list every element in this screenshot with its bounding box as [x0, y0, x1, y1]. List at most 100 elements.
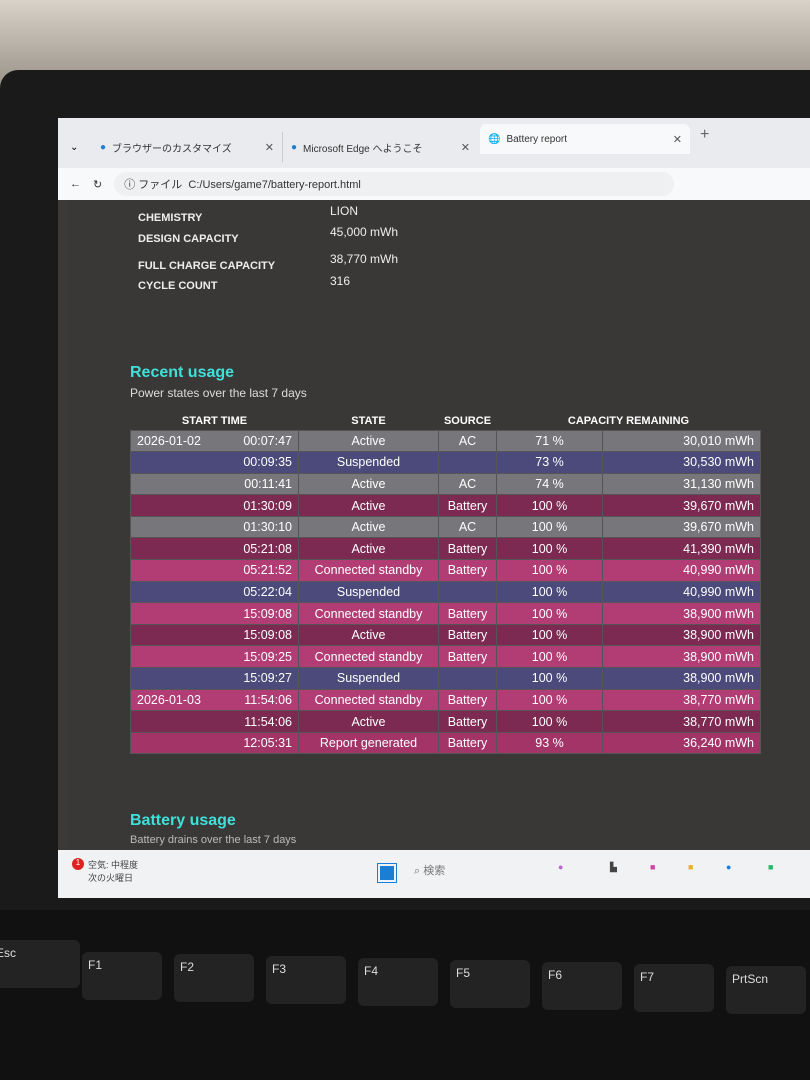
source-cell	[438, 451, 497, 474]
source-cell: Battery	[438, 602, 497, 625]
battery-report-page: CHEMISTRY LION DESIGN CAPACITY 45,000 mW…	[68, 200, 810, 850]
edge-icon[interactable]: ●	[726, 862, 732, 872]
store-icon[interactable]: ■	[768, 862, 774, 872]
table-row: 05:21:08 Active Battery 100 % 41,390 mWh	[130, 537, 761, 561]
percent-cell: 93 %	[496, 731, 603, 755]
start-time-cell: 15:09:08	[130, 602, 299, 625]
recent-usage-table: START TIME STATE SOURCE CAPACITY REMAINI…	[130, 412, 761, 755]
source-cell: Battery	[438, 731, 497, 755]
info-label: CYCLE COUNT	[138, 280, 218, 292]
start-time-cell: 12:05:31	[130, 731, 299, 755]
state-cell: Active	[298, 537, 439, 561]
state-cell: Active	[298, 623, 439, 647]
start-time-cell: 05:22:04	[130, 580, 299, 604]
source-cell: Battery	[438, 688, 497, 712]
state-cell: Active	[298, 429, 439, 453]
info-label: CHEMISTRY	[138, 212, 203, 224]
windows-start-icon[interactable]	[377, 863, 397, 883]
percent-cell: 100 %	[496, 602, 603, 625]
refresh-icon[interactable]: ↻	[93, 178, 103, 191]
key-f7[interactable]: F7	[634, 964, 714, 1012]
state-cell: Active	[298, 494, 439, 517]
task-view-icon[interactable]: ▙	[610, 862, 617, 872]
table-row: 00:09:35 Suspended 73 % 30,530 mWh	[130, 451, 761, 474]
table-row: 2026-01-03 11:54:06 Connected standby Bat…	[130, 688, 761, 712]
mwh-cell: 38,770 mWh	[602, 710, 761, 733]
tab-list-chevron-icon[interactable]: ⌄	[70, 142, 79, 153]
info-value: 38,770 mWh	[330, 252, 399, 266]
mwh-cell: 30,010 mWh	[602, 429, 761, 453]
key-f5[interactable]: F5	[450, 960, 530, 1008]
info-label: DESIGN CAPACITY	[138, 233, 239, 245]
key-f3[interactable]: F3	[266, 956, 346, 1004]
back-icon[interactable]: ←	[70, 178, 81, 190]
edge-icon: ●	[291, 141, 298, 153]
key-f6[interactable]: F6	[542, 962, 622, 1010]
copilot-icon[interactable]: ●	[558, 862, 564, 872]
source-cell: Battery	[438, 494, 497, 517]
new-tab-icon[interactable]: +	[700, 126, 710, 143]
mwh-cell: 30,530 mWh	[602, 451, 761, 474]
table-row: 15:09:08 Active Battery 100 % 38,900 mWh	[130, 623, 761, 647]
percent-cell: 100 %	[496, 667, 603, 690]
key-f1[interactable]: F1	[82, 952, 162, 1000]
mwh-cell: 36,240 mWh	[602, 731, 761, 755]
start-time-cell: 15:09:25	[130, 645, 299, 669]
percent-cell: 100 %	[496, 688, 603, 712]
edge-icon: ●	[100, 141, 107, 153]
start-time-cell: 15:09:27	[130, 667, 299, 690]
close-icon[interactable]: ✕	[460, 141, 470, 154]
percent-cell: 100 %	[496, 537, 603, 561]
table-row: 2026-01-02 00:07:47 Active AC 71 % 30,010…	[130, 429, 761, 453]
table-row: 15:09:08 Connected standby Battery 100 %…	[130, 602, 761, 625]
source-cell	[438, 580, 497, 604]
table-row: 15:09:27 Suspended 100 % 38,900 mWh	[130, 667, 761, 690]
source-cell: AC	[438, 515, 497, 539]
tab-battery-report[interactable]: 🌐 Battery report ✕	[480, 124, 690, 154]
key-esc[interactable]: Esc	[0, 940, 80, 988]
state-cell: Suspended	[298, 667, 439, 690]
source-cell: Battery	[438, 645, 497, 669]
search-box[interactable]: ⌕ 検索	[414, 865, 446, 877]
source-cell: AC	[438, 472, 497, 496]
close-icon[interactable]: ✕	[672, 133, 682, 146]
mwh-cell: 40,990 mWh	[602, 559, 761, 582]
percent-cell: 100 %	[496, 515, 603, 539]
tab-customize[interactable]: ● ブラウザーのカスタマイズ ✕	[100, 141, 274, 155]
source-cell: Battery	[438, 537, 497, 561]
info-value: 45,000 mWh	[330, 225, 399, 239]
start-time-cell: 01:30:10	[130, 515, 299, 539]
file-explorer-icon[interactable]: ■	[688, 862, 694, 872]
state-cell: Connected standby	[298, 688, 439, 712]
percent-cell: 73 %	[496, 451, 603, 474]
state-cell: Connected standby	[298, 602, 439, 625]
tab-welcome[interactable]: ● Microsoft Edge へようこそ ✕	[282, 132, 478, 162]
info-label: FULL CHARGE CAPACITY	[138, 260, 276, 272]
address-bar[interactable]: ⓘ ファイル C:/Users/game7/battery-report.htm…	[114, 172, 675, 196]
percent-cell: 74 %	[496, 472, 603, 496]
keyboard: Esc F1 F2 F3 F4 F5 F6 F7 PrtScn	[0, 910, 810, 1080]
mwh-cell: 38,900 mWh	[602, 623, 761, 647]
start-time-cell: 00:11:41	[130, 472, 299, 496]
battery-usage-subtitle: Battery drains over the last 7 days	[130, 834, 297, 846]
source-cell: Battery	[438, 623, 497, 647]
key-f2[interactable]: F2	[174, 954, 254, 1002]
table-row: 00:11:41 Active AC 74 % 31,130 mWh	[130, 472, 761, 496]
percent-cell: 100 %	[496, 580, 603, 604]
start-time-cell: 00:09:35	[130, 451, 299, 474]
source-cell: Battery	[438, 710, 497, 733]
app-icon[interactable]: ■	[650, 862, 656, 872]
source-cell	[438, 667, 497, 690]
info-value: LION	[330, 204, 359, 218]
percent-cell: 100 %	[496, 623, 603, 647]
table-row: 11:54:06 Active Battery 100 % 38,770 mWh	[130, 710, 761, 733]
weather-widget[interactable]: 1 空気: 中程度 次の火曜日	[72, 858, 138, 884]
key-f4[interactable]: F4	[358, 958, 438, 1006]
state-cell: Connected standby	[298, 645, 439, 669]
key-prtscn[interactable]: PrtScn	[726, 966, 806, 1014]
tab-bar: ⌄ ● ブラウザーのカスタマイズ ✕ ● Microsoft Edge へようこそ ✕ …	[58, 118, 810, 168]
recent-usage-title: Recent usage	[130, 364, 235, 381]
state-cell: Suspended	[298, 580, 439, 604]
col-capacity: CAPACITY REMAINING	[567, 414, 690, 427]
close-icon[interactable]: ✕	[264, 141, 274, 154]
